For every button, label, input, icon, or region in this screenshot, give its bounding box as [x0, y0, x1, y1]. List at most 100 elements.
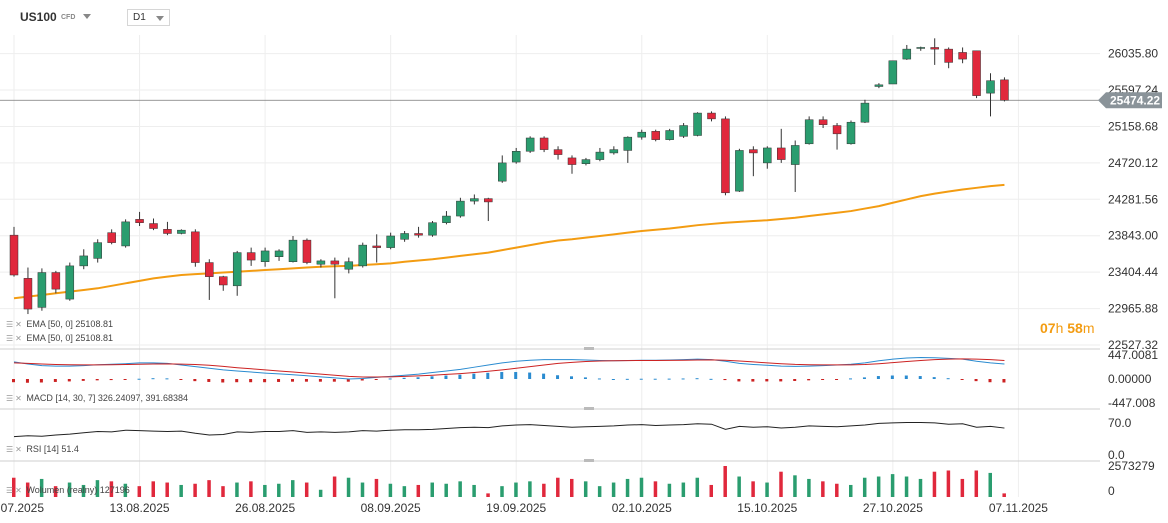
candle[interactable]	[135, 219, 144, 223]
macd-histogram-bar	[249, 379, 253, 383]
candle[interactable]	[456, 200, 465, 217]
pane-resize-handle[interactable]	[584, 347, 594, 350]
candle[interactable]	[316, 260, 326, 265]
candle[interactable]	[874, 84, 884, 87]
symbol-dropdown-chevron-icon[interactable]	[83, 14, 91, 19]
ema-legend-1[interactable]: ☰ ✕ EMA [50, 0] 25108.81	[6, 319, 113, 329]
candle[interactable]	[260, 250, 270, 262]
volume-bar	[932, 471, 937, 497]
pane-resize-handle[interactable]	[584, 459, 594, 462]
candle[interactable]	[219, 276, 228, 286]
candle[interactable]	[972, 50, 981, 96]
candle[interactable]	[37, 272, 47, 308]
candle[interactable]	[581, 159, 591, 164]
settings-icon[interactable]: ☰	[6, 320, 14, 329]
settings-icon[interactable]: ☰	[6, 334, 14, 343]
candle[interactable]	[818, 119, 828, 125]
candle[interactable]	[358, 244, 367, 267]
candle[interactable]	[428, 222, 437, 236]
candle[interactable]	[511, 151, 521, 163]
candle[interactable]	[916, 47, 925, 49]
volume-bar	[946, 470, 951, 497]
candle[interactable]	[274, 250, 284, 257]
candle[interactable]	[470, 198, 479, 202]
candle[interactable]	[553, 149, 563, 155]
candle[interactable]	[623, 136, 633, 151]
candle[interactable]	[707, 112, 716, 120]
candle[interactable]	[386, 235, 395, 248]
ema-legend-2[interactable]: ☰ ✕ EMA [50, 0] 25108.81	[6, 333, 113, 343]
close-icon[interactable]: ✕	[15, 394, 22, 403]
close-icon[interactable]: ✕	[15, 320, 22, 329]
candle[interactable]	[51, 272, 61, 290]
candle[interactable]	[288, 239, 298, 262]
candle[interactable]	[595, 151, 605, 160]
candle[interactable]	[860, 102, 870, 123]
candle[interactable]	[79, 255, 88, 267]
pane-resize-handle[interactable]	[584, 407, 594, 410]
candle[interactable]	[414, 233, 423, 236]
candle[interactable]	[637, 131, 646, 138]
settings-icon[interactable]: ☰	[6, 394, 14, 403]
candle[interactable]	[525, 137, 535, 152]
settings-icon[interactable]: ☰	[6, 486, 14, 495]
candle[interactable]	[302, 239, 312, 263]
symbol-name[interactable]: US100	[20, 10, 57, 24]
candle[interactable]	[735, 150, 744, 192]
candle[interactable]	[65, 265, 75, 300]
candle[interactable]	[679, 125, 688, 137]
close-icon[interactable]: ✕	[15, 334, 22, 343]
rsi-legend[interactable]: ☰ ✕ RSI [14] 51.4	[6, 444, 79, 454]
candle[interactable]	[888, 60, 898, 85]
candle[interactable]	[163, 229, 172, 234]
candle[interactable]	[693, 112, 702, 136]
settings-icon[interactable]: ☰	[6, 445, 14, 454]
candle[interactable]	[400, 233, 409, 240]
candle[interactable]	[191, 231, 200, 263]
date-axis-label: 27.10.2025	[863, 501, 923, 515]
candle[interactable]	[23, 278, 33, 310]
close-icon[interactable]: ✕	[15, 486, 22, 495]
candle[interactable]	[1000, 79, 1009, 101]
candle[interactable]	[539, 137, 549, 150]
candle[interactable]	[846, 121, 856, 145]
candle[interactable]	[330, 260, 340, 265]
candle[interactable]	[567, 157, 577, 165]
candle[interactable]	[958, 52, 967, 60]
timeframe-select[interactable]: D1	[127, 9, 170, 26]
candle[interactable]	[749, 149, 758, 154]
candle[interactable]	[930, 47, 939, 50]
volume-bar	[444, 483, 448, 497]
candle[interactable]	[651, 131, 660, 140]
candle[interactable]	[665, 130, 674, 140]
close-icon[interactable]: ✕	[15, 445, 22, 454]
candle[interactable]	[902, 48, 912, 60]
candle[interactable]	[721, 118, 730, 194]
candle[interactable]	[9, 234, 19, 276]
candle[interactable]	[246, 252, 256, 261]
candle[interactable]	[609, 149, 619, 154]
candle[interactable]	[777, 147, 786, 160]
candle[interactable]	[93, 242, 102, 259]
candle[interactable]	[804, 119, 814, 145]
candle[interactable]	[121, 221, 130, 247]
candle[interactable]	[986, 80, 995, 94]
candle[interactable]	[763, 147, 772, 164]
candle[interactable]	[372, 245, 381, 248]
candle[interactable]	[205, 262, 214, 277]
candle[interactable]	[498, 162, 507, 182]
candle[interactable]	[344, 261, 354, 270]
candle[interactable]	[484, 198, 493, 203]
candle[interactable]	[442, 215, 451, 223]
candle[interactable]	[177, 229, 186, 234]
candle[interactable]	[107, 232, 116, 243]
candle[interactable]	[790, 145, 800, 165]
macd-legend[interactable]: ☰ ✕ MACD [14, 30, 7] 326.24097, 391.68384	[6, 393, 188, 403]
candle[interactable]	[944, 48, 953, 63]
volume-legend[interactable]: ☰ ✕ Wolumen (realny) 127196	[6, 485, 130, 495]
candle[interactable]	[832, 125, 842, 135]
candle[interactable]	[232, 252, 242, 287]
candle[interactable]	[149, 223, 158, 229]
